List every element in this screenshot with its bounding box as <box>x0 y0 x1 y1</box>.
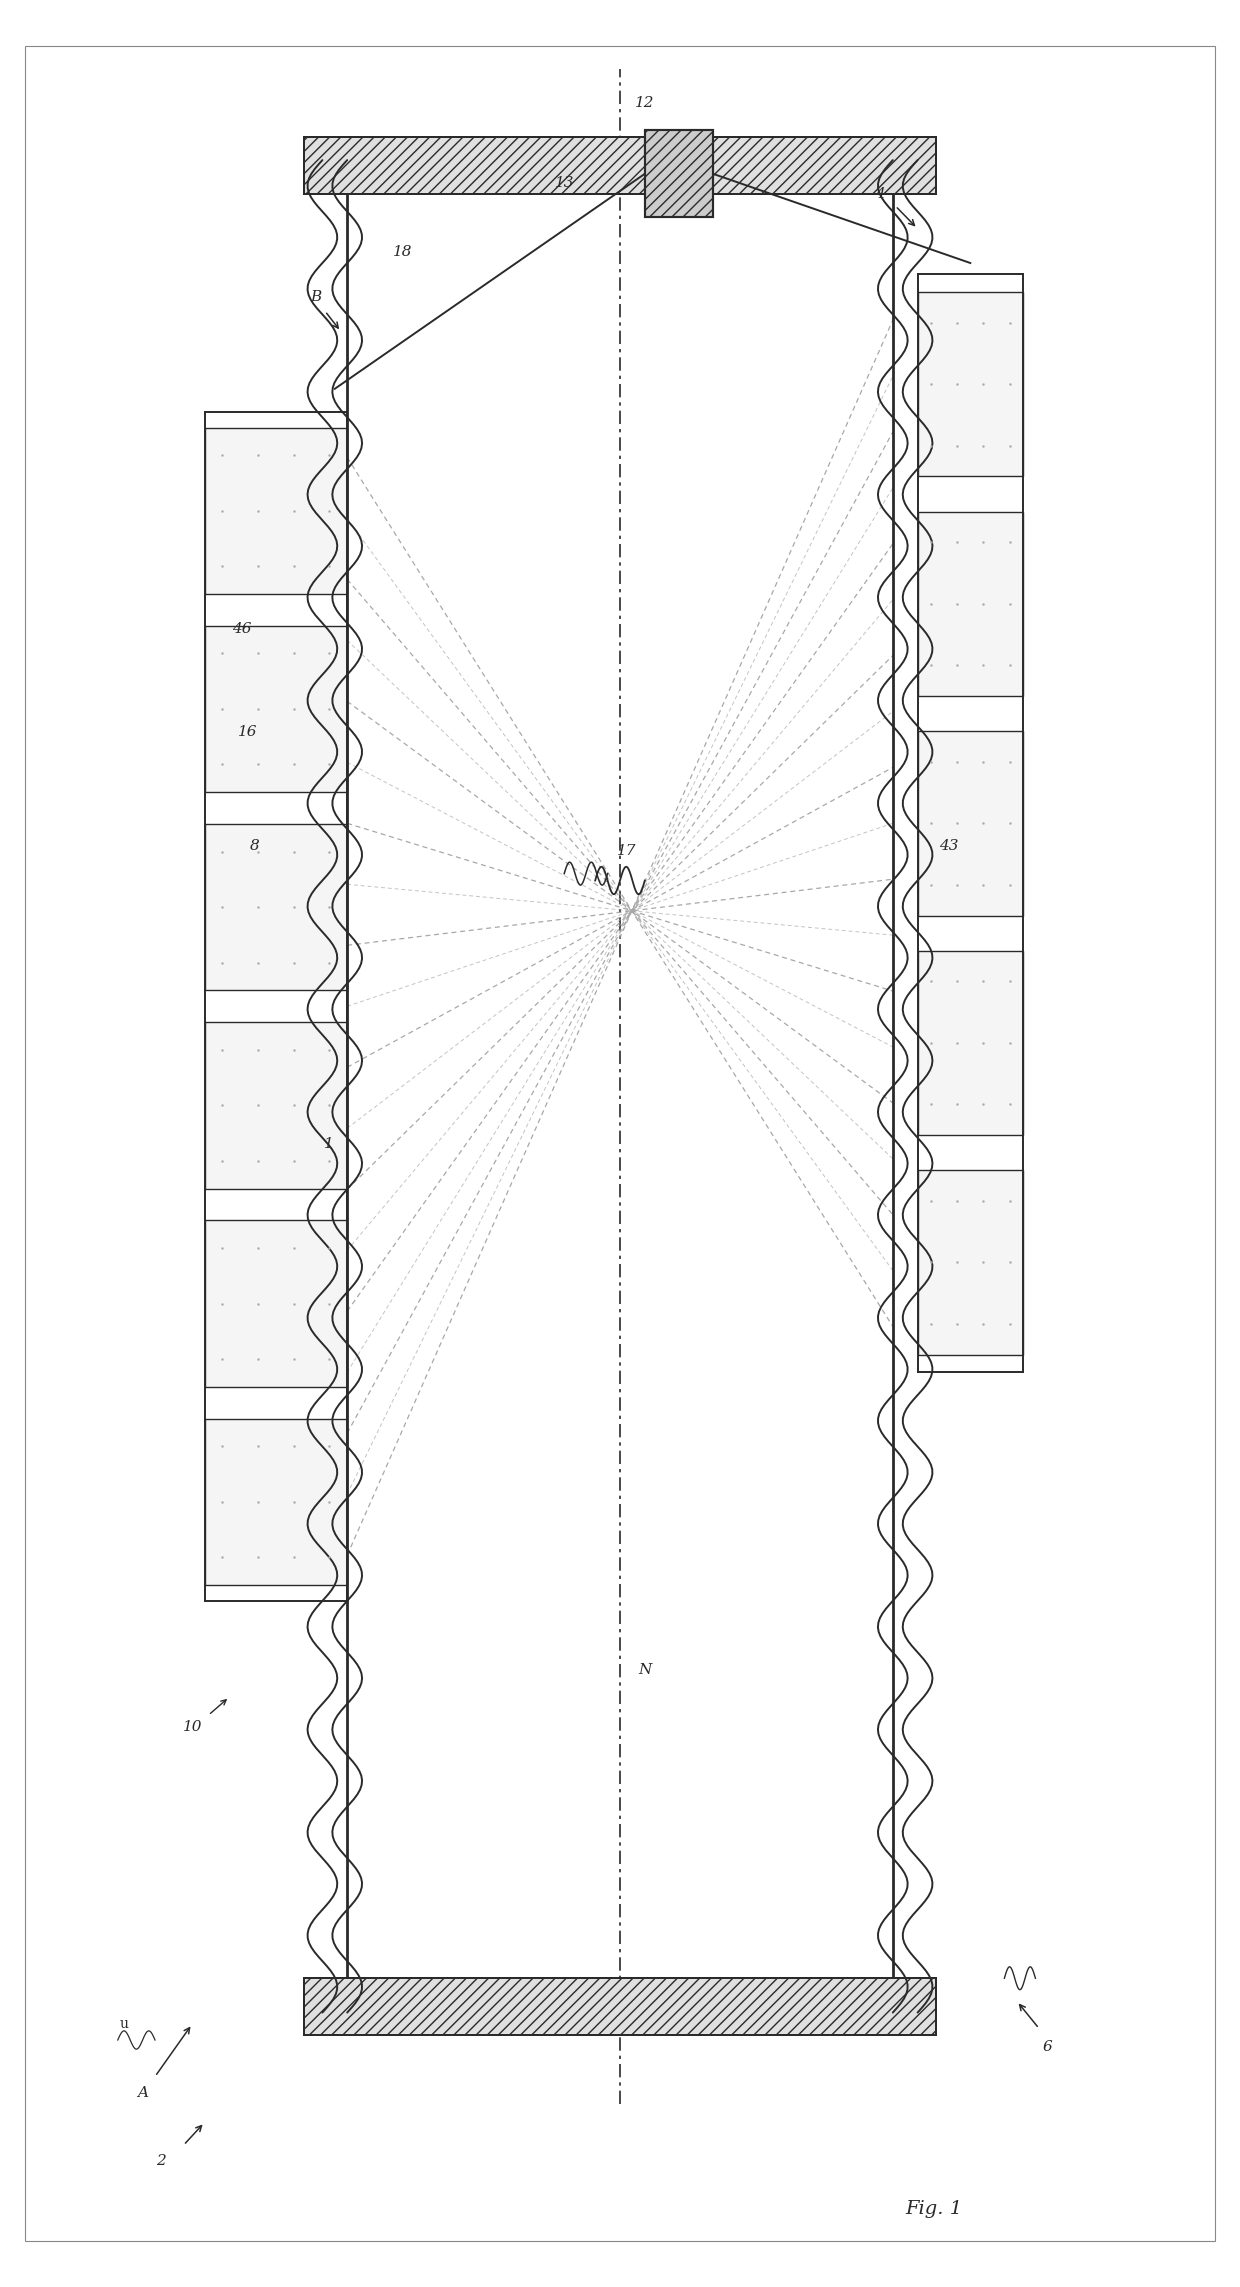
Bar <box>918 512 1023 695</box>
Text: 6: 6 <box>1043 2040 1053 2054</box>
Bar <box>304 137 936 194</box>
Bar <box>918 1171 1023 1354</box>
Text: B: B <box>310 290 322 304</box>
Text: Fig. 1: Fig. 1 <box>905 2200 962 2218</box>
Text: u: u <box>119 2017 129 2031</box>
Text: A: A <box>138 2086 148 2099</box>
Text: 13: 13 <box>554 176 574 190</box>
Bar <box>205 1418 347 1585</box>
Bar <box>645 130 713 217</box>
Bar <box>205 823 347 990</box>
Bar <box>918 951 1023 1134</box>
Text: 4: 4 <box>875 188 885 201</box>
Text: 18: 18 <box>393 245 413 258</box>
Text: 10: 10 <box>182 1720 202 1734</box>
Text: 17: 17 <box>616 844 636 858</box>
Bar <box>304 1978 936 2035</box>
Text: 46: 46 <box>232 622 252 636</box>
Text: 2: 2 <box>156 2154 166 2168</box>
Bar <box>645 130 713 217</box>
Bar <box>205 428 347 595</box>
Text: 16: 16 <box>238 725 258 739</box>
Bar <box>205 1221 347 1386</box>
Text: 8: 8 <box>249 839 259 853</box>
Bar <box>304 137 936 194</box>
Bar <box>205 1022 347 1189</box>
Text: N: N <box>639 1663 651 1676</box>
Text: 1: 1 <box>324 1137 334 1150</box>
Bar <box>918 293 1023 476</box>
Text: 43: 43 <box>939 839 959 853</box>
Text: 12: 12 <box>635 96 655 110</box>
Bar <box>304 1978 936 2035</box>
Bar <box>918 732 1023 915</box>
Bar <box>205 627 347 791</box>
